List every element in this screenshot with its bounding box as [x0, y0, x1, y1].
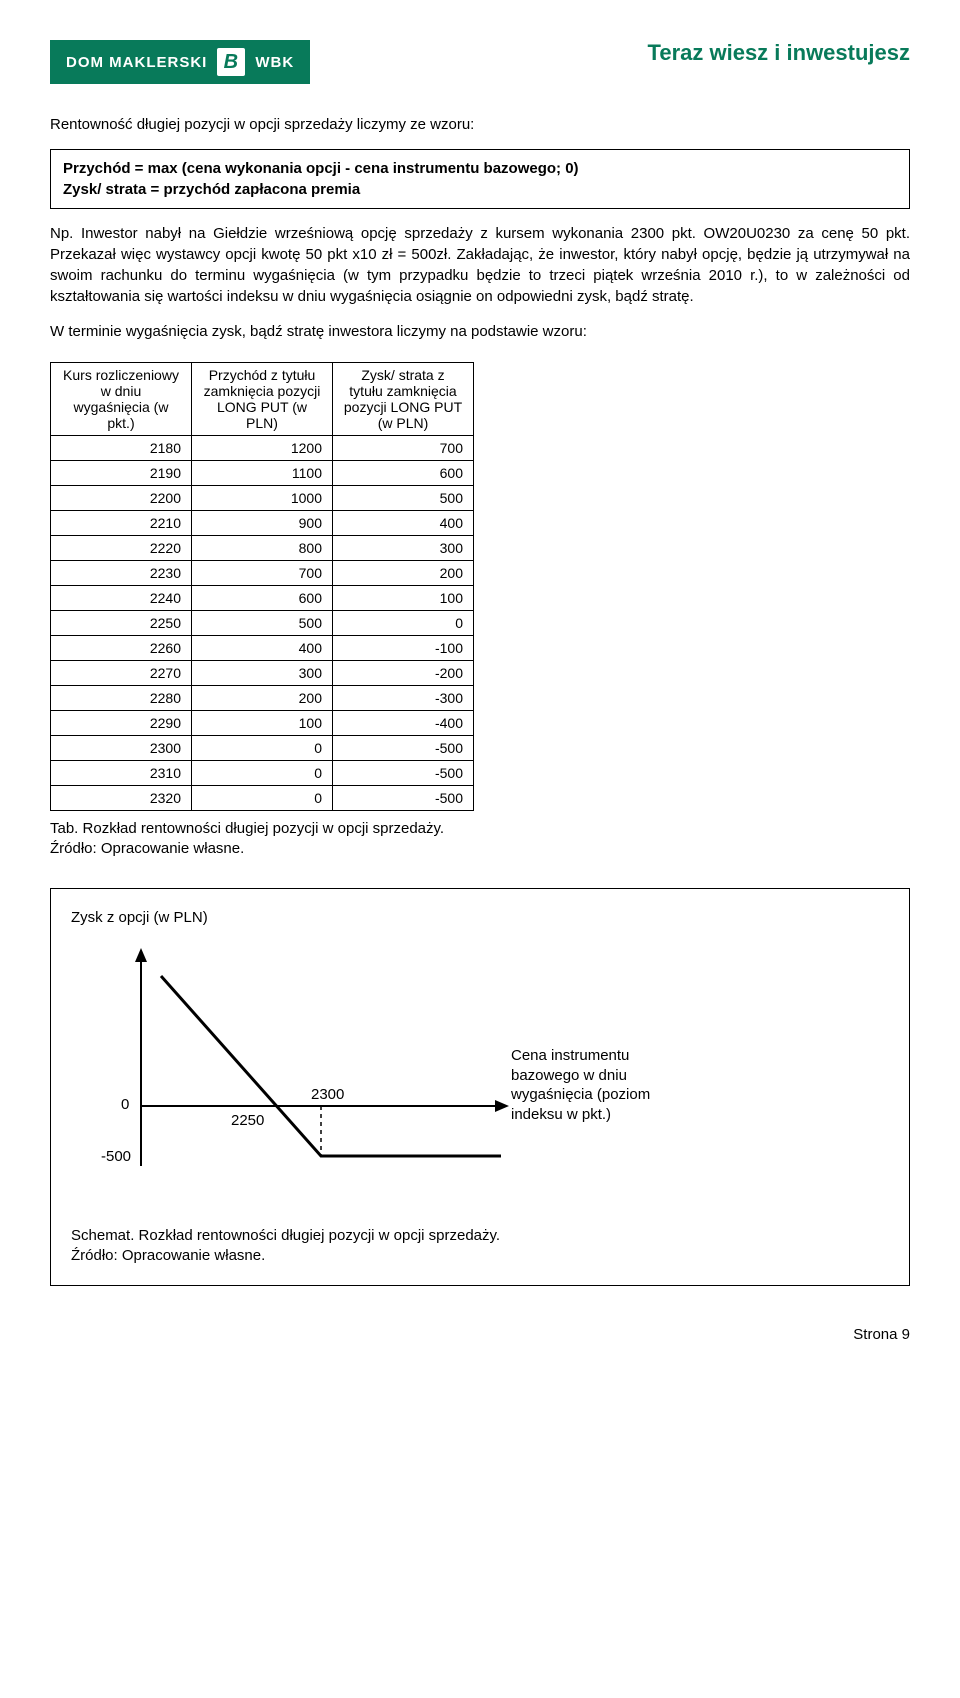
table-cell: -200 — [333, 661, 474, 686]
brand-logo: DOM MAKLERSKI B WBK — [50, 40, 310, 84]
table-cell: 2260 — [51, 636, 192, 661]
table-row: 2280200-300 — [51, 686, 474, 711]
explanation-paragraph: Np. Inwestor nabył na Giełdzie wrześniow… — [50, 223, 910, 307]
table-cell: 100 — [192, 711, 333, 736]
x1-label: 2250 — [231, 1112, 264, 1129]
x-axis-annotation: Cena instrumentu bazowego w dniu wygaśni… — [511, 1046, 691, 1124]
lead-in-paragraph: W terminie wygaśnięcia zysk, bądź stratę… — [50, 321, 910, 342]
logo-left-text: DOM MAKLERSKI — [66, 54, 207, 71]
slogan-text: Teraz wiesz i inwestujesz — [648, 40, 910, 66]
table-cell: -500 — [333, 761, 474, 786]
table-cell: -500 — [333, 736, 474, 761]
table-cell: 2290 — [51, 711, 192, 736]
table-row: 23200-500 — [51, 786, 474, 811]
table-cell: 100 — [333, 586, 474, 611]
table-header-0: Kurs rozliczeniowy w dniu wygaśnięcia (w… — [51, 363, 192, 436]
table-caption-line1: Tab. Rozkład rentowności długiej pozycji… — [50, 820, 444, 837]
table-cell: 0 — [192, 736, 333, 761]
table-cell: 900 — [192, 511, 333, 536]
table-cell: -500 — [333, 786, 474, 811]
table-cell: 1000 — [192, 486, 333, 511]
table-cell: 300 — [192, 661, 333, 686]
profitability-table: Kurs rozliczeniowy w dniu wygaśnięcia (w… — [50, 362, 474, 811]
table-row: 2260400-100 — [51, 636, 474, 661]
table-header-2: Zysk/ strata z tytułu zamknięcia pozycji… — [333, 363, 474, 436]
table-cell: 1100 — [192, 461, 333, 486]
table-caption-line2: Źródło: Opracowanie własne. — [50, 840, 244, 857]
x2-label: 2300 — [311, 1086, 344, 1103]
table-cell: 600 — [333, 461, 474, 486]
table-row: 21801200700 — [51, 436, 474, 461]
table-cell: 700 — [333, 436, 474, 461]
table-cell: 0 — [333, 611, 474, 636]
table-row: 22001000500 — [51, 486, 474, 511]
table-cell: 2210 — [51, 511, 192, 536]
table-row: 22505000 — [51, 611, 474, 636]
table-cell: 300 — [333, 536, 474, 561]
table-cell: 2200 — [51, 486, 192, 511]
table-cell: 1200 — [192, 436, 333, 461]
table-cell: 2300 — [51, 736, 192, 761]
table-cell: 2310 — [51, 761, 192, 786]
table-row: 2270300-200 — [51, 661, 474, 686]
table-caption: Tab. Rozkład rentowności długiej pozycji… — [50, 819, 910, 858]
table-cell: 2280 — [51, 686, 192, 711]
table-row: 2240600100 — [51, 586, 474, 611]
table-cell: 2250 — [51, 611, 192, 636]
chart-container: Zysk z opcji (w PLN) 0 -500 2250 2300 Ce… — [50, 888, 910, 1286]
table-cell: 2240 — [51, 586, 192, 611]
chart-caption: Schemat. Rozkład rentowności długiej poz… — [71, 1226, 889, 1265]
table-cell: 2230 — [51, 561, 192, 586]
table-cell: 200 — [192, 686, 333, 711]
chart-title: Zysk z opcji (w PLN) — [71, 909, 889, 926]
table-row: 23100-500 — [51, 761, 474, 786]
table-cell: 2220 — [51, 536, 192, 561]
table-cell: -300 — [333, 686, 474, 711]
table-cell: 2180 — [51, 436, 192, 461]
chart-caption-line1: Schemat. Rozkład rentowności długiej poz… — [71, 1227, 500, 1244]
table-row: 23000-500 — [51, 736, 474, 761]
minus500-label: -500 — [101, 1148, 131, 1165]
logo-badge: B — [217, 48, 245, 76]
chart-caption-line2: Źródło: Opracowanie własne. — [71, 1247, 265, 1264]
table-cell: 500 — [333, 486, 474, 511]
table-cell: 400 — [192, 636, 333, 661]
table-cell: 0 — [192, 761, 333, 786]
page-footer: Strona 9 — [50, 1326, 910, 1343]
table-cell: -100 — [333, 636, 474, 661]
formula-box: Przychód = max (cena wykonania opcji - c… — [50, 149, 910, 209]
table-cell: 700 — [192, 561, 333, 586]
logo-right-text: WBK — [255, 54, 294, 71]
table-row: 2210900400 — [51, 511, 474, 536]
table-cell: 2320 — [51, 786, 192, 811]
formula-line2: Zysk/ strata = przychód zapłacona premia — [63, 179, 897, 200]
table-cell: 200 — [333, 561, 474, 586]
table-cell: 600 — [192, 586, 333, 611]
formula-line1: Przychód = max (cena wykonania opcji - c… — [63, 158, 897, 179]
table-cell: 800 — [192, 536, 333, 561]
table-cell: 0 — [192, 786, 333, 811]
table-row: 21901100600 — [51, 461, 474, 486]
intro-paragraph: Rentowność długiej pozycji w opcji sprze… — [50, 114, 910, 135]
table-header-1: Przychód z tytułu zamknięcia pozycji LON… — [192, 363, 333, 436]
table-cell: 400 — [333, 511, 474, 536]
table-row: 2230700200 — [51, 561, 474, 586]
table-cell: -400 — [333, 711, 474, 736]
table-row: 2220800300 — [51, 536, 474, 561]
table-cell: 500 — [192, 611, 333, 636]
table-row: 2290100-400 — [51, 711, 474, 736]
zero-label: 0 — [121, 1096, 129, 1113]
table-cell: 2270 — [51, 661, 192, 686]
table-cell: 2190 — [51, 461, 192, 486]
